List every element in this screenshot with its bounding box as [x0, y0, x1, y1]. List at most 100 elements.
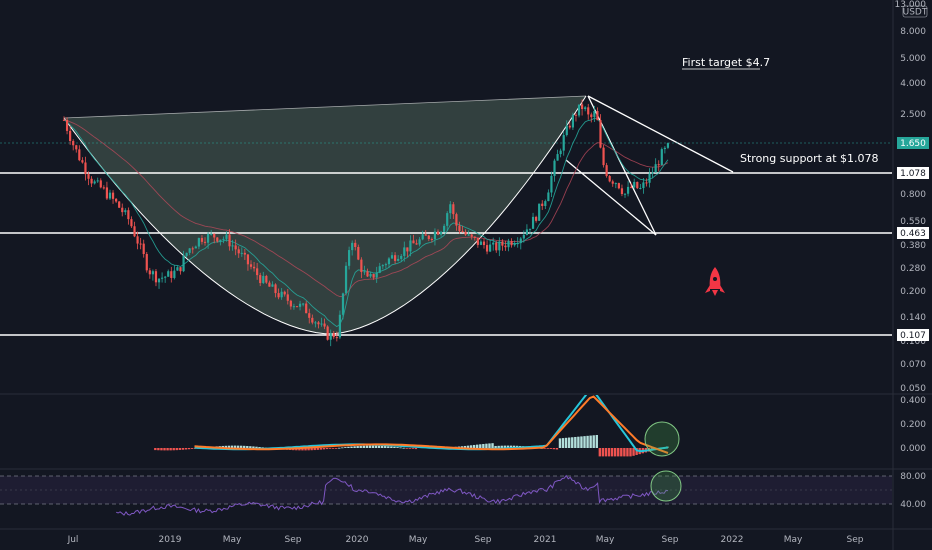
candle-body — [403, 247, 406, 256]
macd-highlight-circle — [644, 421, 680, 457]
candle-body — [348, 250, 351, 266]
macd-bar — [377, 445, 381, 448]
candle-body — [121, 207, 124, 213]
candle-body — [409, 240, 412, 252]
macd-bar — [399, 447, 402, 449]
time-tick-label: Sep — [475, 535, 492, 545]
candle-body — [510, 241, 513, 246]
candle-body — [467, 234, 470, 236]
currency-label: USDT — [903, 5, 928, 18]
candle-body — [274, 284, 277, 294]
time-axis[interactable]: Jul 2019 May Sep 2020 May Sep 2021 May Sep 2022 May… — [67, 535, 864, 545]
candle-body — [663, 147, 666, 150]
macd-bar — [154, 448, 157, 451]
candle-body — [170, 271, 173, 278]
candle-body — [78, 149, 81, 161]
candle-body — [513, 243, 516, 246]
candle-body — [479, 241, 483, 245]
macd-bar — [387, 446, 390, 448]
candle-body — [167, 271, 170, 277]
candle-body — [473, 236, 476, 238]
macd-bar — [479, 444, 482, 448]
candle-body — [614, 183, 617, 185]
macd-bar — [500, 445, 503, 448]
candle-body — [461, 231, 464, 233]
candle-body — [381, 265, 384, 267]
candle-body — [351, 242, 354, 251]
candle-body — [173, 270, 176, 278]
rsi-tick-label: 80.00 — [900, 472, 926, 482]
macd-bar — [341, 447, 344, 449]
macd-bar — [258, 446, 261, 448]
price-axis[interactable]: 13.0008.0005.0004.0002.5001.3000.8000.55… — [895, 0, 930, 394]
price-tick-label: 0.280 — [900, 264, 926, 274]
candle-body — [179, 267, 182, 272]
macd-bar — [298, 448, 301, 451]
candle-body — [574, 114, 578, 116]
macd-bar — [592, 435, 595, 448]
candle-body — [565, 125, 568, 136]
macd-bar — [347, 446, 350, 448]
macd-bar — [249, 446, 252, 448]
candle-body — [111, 192, 115, 199]
macd-bar — [350, 446, 353, 448]
time-tick-label: 2021 — [534, 535, 557, 545]
current-price-tag — [897, 137, 929, 149]
candle-body — [547, 192, 550, 202]
macd-bar — [586, 435, 589, 448]
macd-bar — [552, 448, 556, 450]
candle-body — [145, 254, 148, 271]
macd-bar — [396, 447, 399, 448]
macd-bar — [331, 448, 335, 449]
candle-body — [69, 130, 72, 142]
candle-body — [280, 291, 283, 298]
level-price-tag — [897, 227, 929, 239]
macd-bar — [543, 448, 546, 449]
candle-body — [436, 231, 440, 235]
candle-body — [213, 233, 216, 238]
candle-body — [191, 248, 194, 250]
candle-body — [630, 186, 633, 188]
macd-bar — [169, 448, 172, 451]
candle-body — [430, 238, 433, 240]
macd-bar — [485, 443, 488, 448]
candle-body — [344, 265, 348, 294]
macd-bar — [178, 448, 182, 450]
candle-body — [577, 104, 581, 116]
macd-bar — [362, 445, 365, 448]
candle-body — [96, 180, 99, 182]
price-tick-label: 13.000 — [895, 0, 927, 10]
macd-bar — [163, 448, 166, 451]
price-tick-label: 4.000 — [900, 79, 926, 89]
macd-bar — [488, 443, 491, 448]
macd-bar — [607, 448, 611, 457]
candle-body — [84, 162, 87, 175]
macd-bar — [307, 448, 310, 451]
macd-bar — [617, 448, 620, 457]
candle-body — [194, 246, 197, 249]
candle-body — [335, 337, 338, 339]
candle-body — [519, 238, 522, 244]
price-tick-label: 2.500 — [900, 110, 926, 120]
macd-bar — [328, 448, 332, 449]
candle-body — [341, 293, 345, 315]
macd-bar — [246, 445, 249, 448]
candle-body — [289, 300, 292, 307]
candle-body — [354, 242, 357, 247]
candle-body — [639, 188, 642, 190]
macd-bar — [365, 445, 369, 448]
level-price-text: 0.463 — [900, 229, 926, 239]
macd-signal-line — [194, 395, 669, 454]
macd-bar — [561, 438, 565, 448]
macd-bar — [187, 448, 191, 450]
candle-body — [115, 198, 118, 202]
level-price-tag — [897, 329, 929, 341]
macd-bar — [558, 438, 562, 448]
candle-body — [154, 271, 158, 283]
candle-body — [118, 201, 121, 208]
candle-body — [164, 276, 167, 278]
macd-bar — [604, 448, 608, 457]
macd-bar — [635, 448, 638, 455]
candle-body — [228, 234, 231, 247]
macd-bar — [571, 437, 574, 448]
